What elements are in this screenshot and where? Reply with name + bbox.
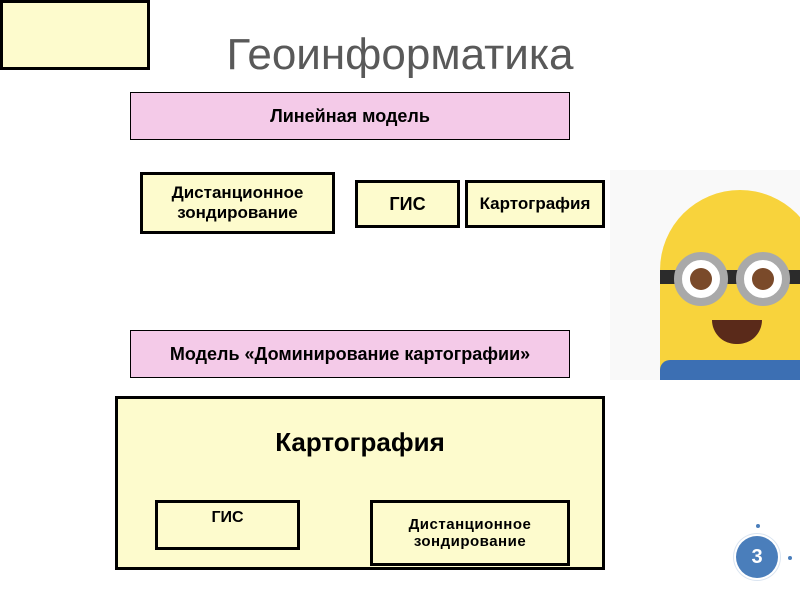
minion-overalls bbox=[660, 360, 800, 380]
cartoon-decoration bbox=[610, 170, 800, 380]
badge-dot-top bbox=[756, 524, 760, 528]
badge-dot-right bbox=[788, 556, 792, 560]
section2-inner-gis: ГИС bbox=[155, 500, 300, 550]
section2-header: Модель «Доминирование картографии» bbox=[130, 330, 570, 378]
page-number-badge: 3 bbox=[736, 536, 778, 578]
minion-eye-right bbox=[736, 252, 790, 306]
section1-box-cartography: Картография bbox=[465, 180, 605, 228]
section1-box-remote-sensing: Дистанционное зондирование bbox=[140, 172, 335, 234]
section2-large-title: Картография bbox=[118, 427, 602, 458]
section1-box-gis: ГИС bbox=[355, 180, 460, 228]
section2-inner-remote-sensing: Дистанционное зондирование bbox=[370, 500, 570, 566]
slide-title: Геоинформатика bbox=[0, 30, 800, 80]
minion-eye-left bbox=[674, 252, 728, 306]
section1-header: Линейная модель bbox=[130, 92, 570, 140]
